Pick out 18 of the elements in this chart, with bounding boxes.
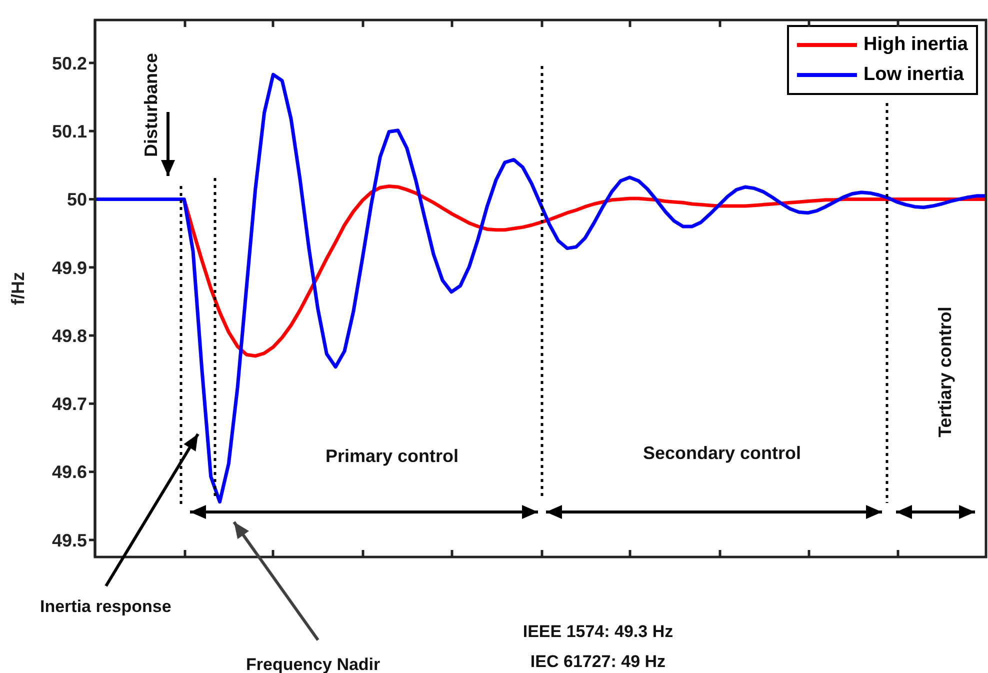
y-tick-label: 50.1 (52, 121, 87, 142)
text: Inertia response (40, 597, 172, 616)
y-tick-label: 50 (66, 190, 87, 210)
legend-label: Low inertia (863, 64, 964, 86)
annotation: Secondary control (642, 443, 802, 463)
legend-label: High inertia (863, 34, 968, 56)
y-axis-title: f/Hz (8, 272, 28, 305)
y-tick-label: 50.2 (52, 53, 87, 74)
annotation: Primary control (325, 446, 459, 466)
annotation: Tertiary control (935, 306, 955, 438)
y-tick-label: 49.6 (52, 462, 87, 482)
y-tick-label: 49.8 (52, 326, 87, 346)
y-tick-label: 49.7 (52, 394, 87, 414)
y-tick-label: 49.9 (52, 258, 87, 278)
annotation: Disturbance (141, 52, 161, 158)
y-tick-label: 49.5 (52, 530, 87, 550)
text: IEC 61727: 49 Hz (530, 652, 666, 671)
text: IEEE 1574: 49.3 Hz (522, 622, 674, 641)
